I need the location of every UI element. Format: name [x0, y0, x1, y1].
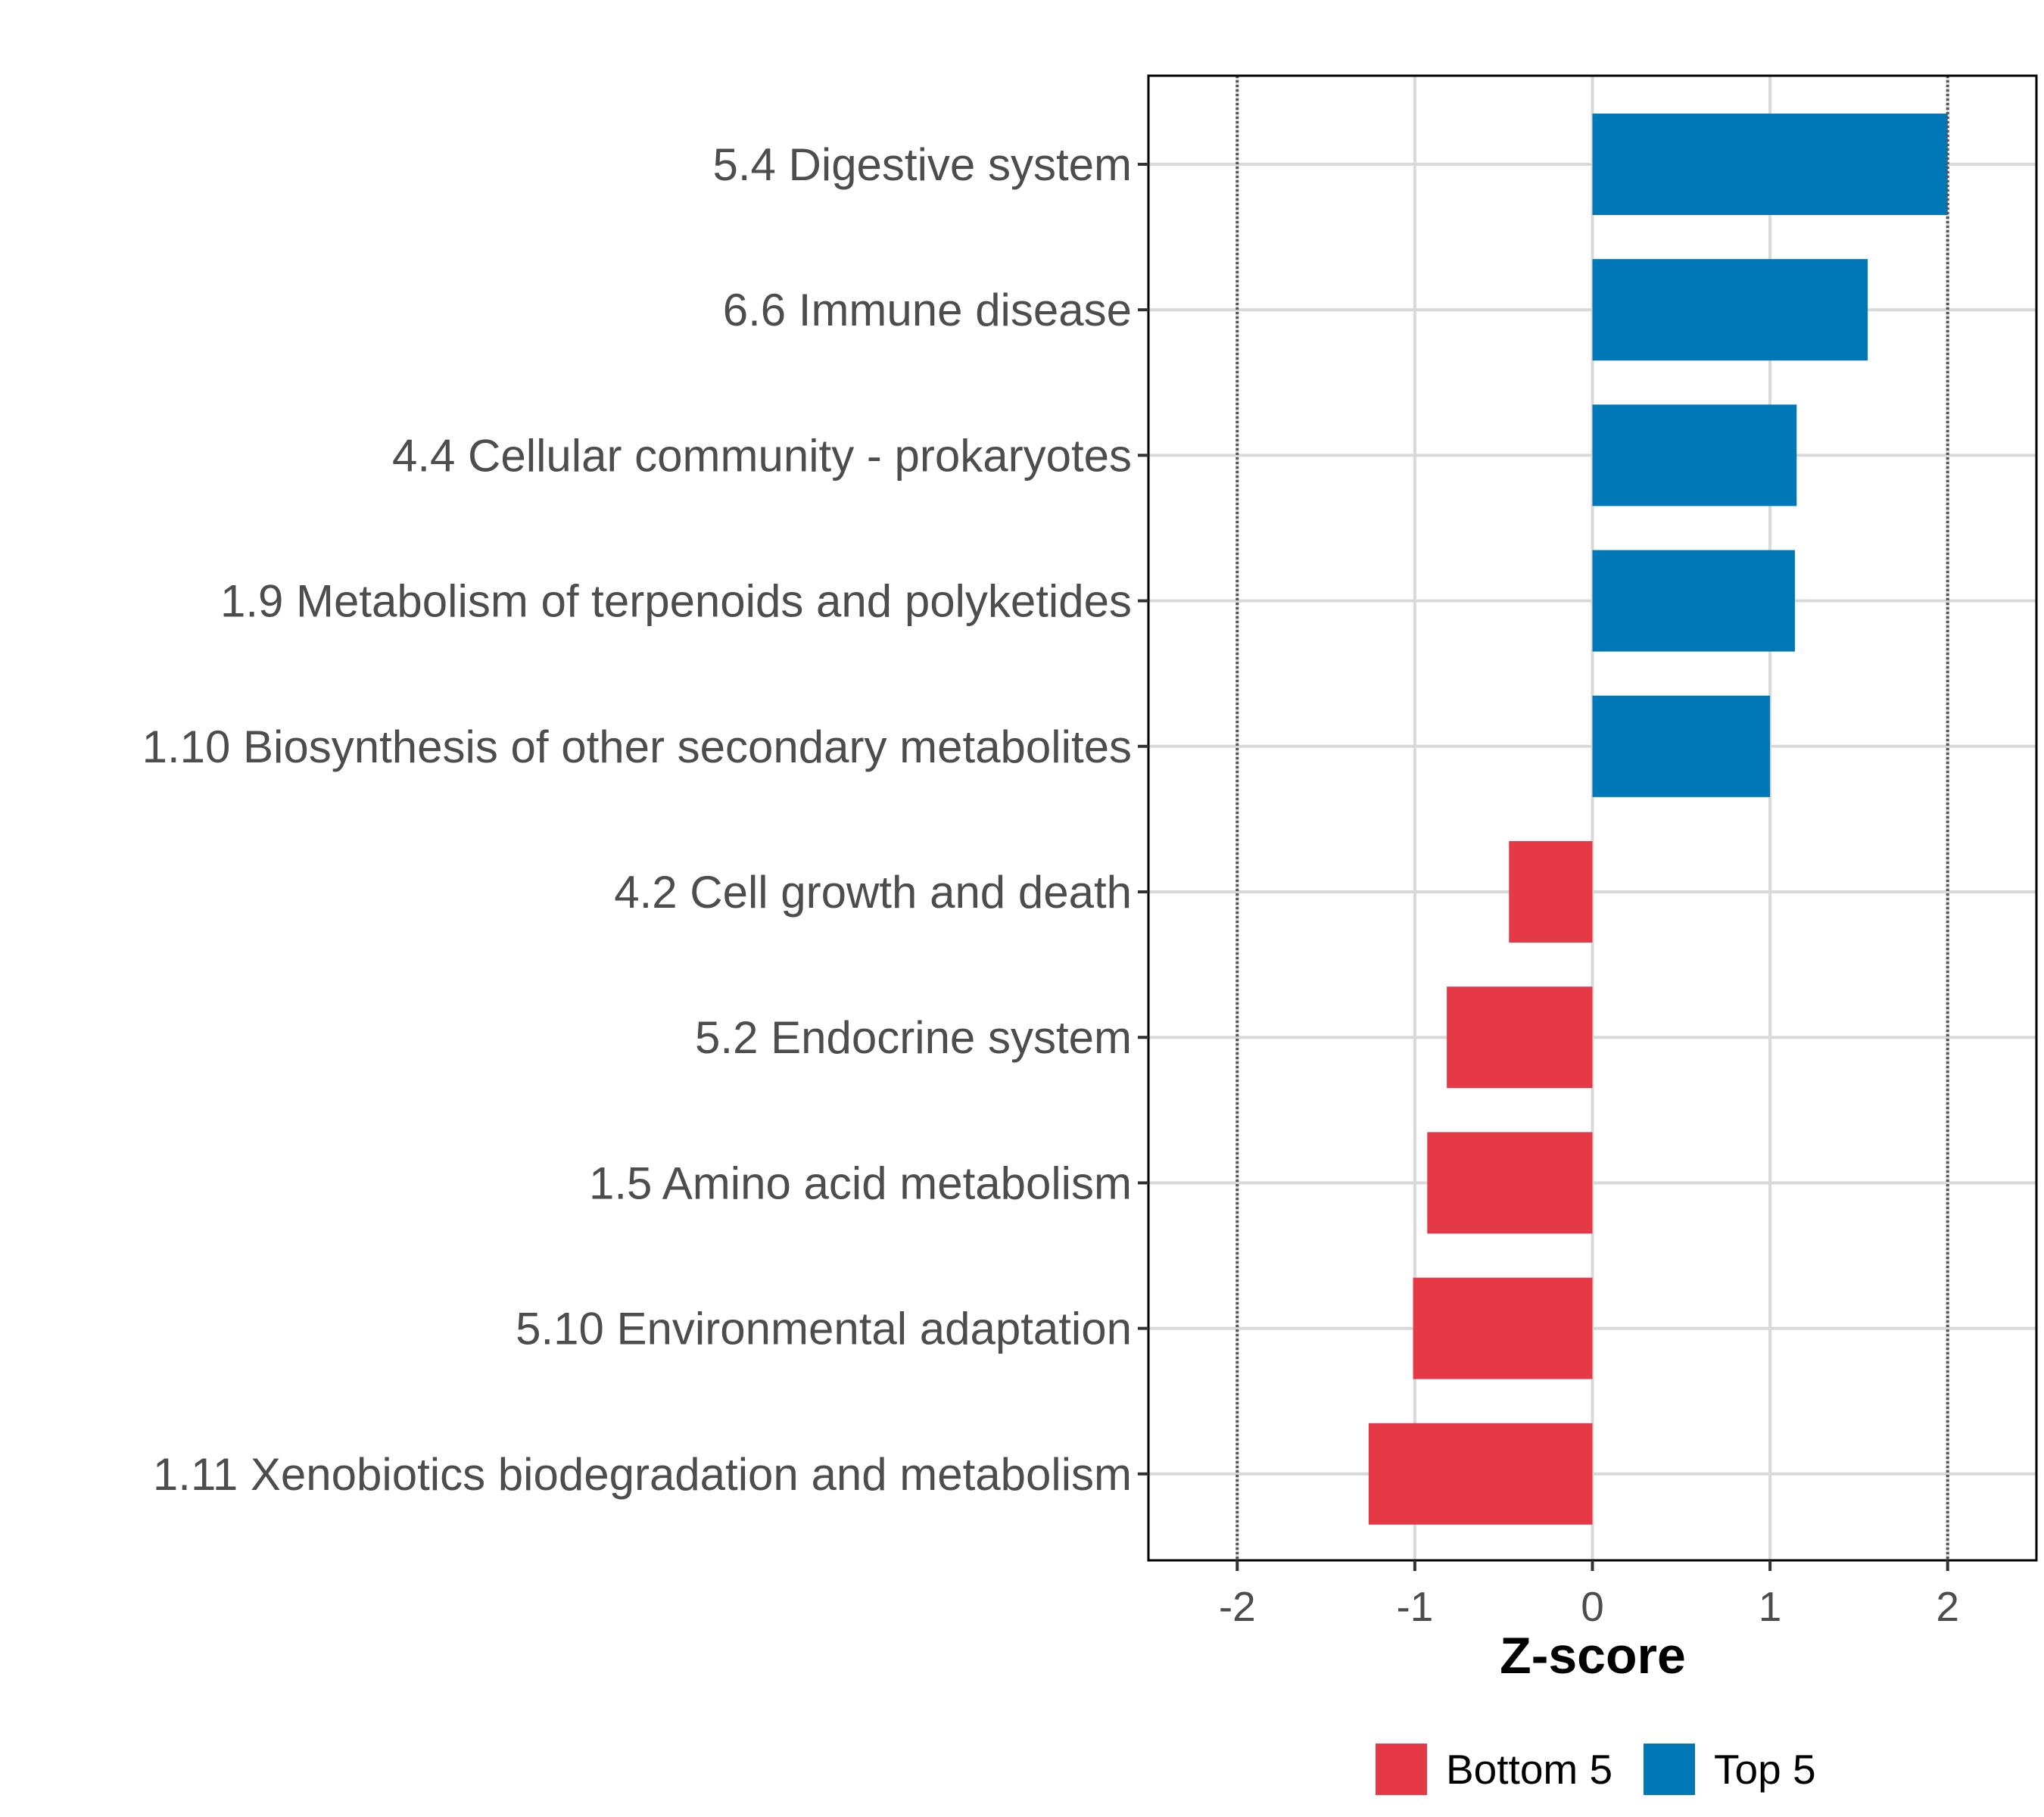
bar-4-4-cellular-community-prokaryotes — [1592, 404, 1797, 506]
legend-swatch-top-5 — [1644, 1744, 1695, 1795]
legend-label-bottom-5: Bottom 5 — [1446, 1746, 1612, 1793]
y-axis-labels: 5.4 Digestive system 6.6 Immune disease 4.… — [142, 139, 1132, 1500]
x-axis-labels: -2 -1 0 1 2 — [1219, 1583, 1959, 1630]
y-label-5-4-digestive-system: 5.4 Digestive system — [712, 139, 1132, 190]
x-axis-title: Z-score — [1500, 1627, 1686, 1685]
x-tick-label: -1 — [1396, 1583, 1433, 1630]
bar-1-11-xenobiotics-biodegradation-and-metabolism — [1368, 1423, 1593, 1525]
bar-6-6-immune-disease — [1592, 259, 1868, 361]
y-label-1-11-xenobiotics-biodegradation-and-metabolism: 1.11 Xenobiotics biodegradation and meta… — [153, 1449, 1132, 1500]
bar-5-4-digestive-system — [1592, 114, 1948, 215]
legend-swatch-bottom-5 — [1376, 1744, 1427, 1795]
y-label-5-10-environmental-adaptation: 5.10 Environmental adaptation — [516, 1304, 1132, 1354]
y-label-1-5-amino-acid-metabolism: 1.5 Amino acid metabolism — [589, 1158, 1132, 1208]
x-tick-label: 2 — [1936, 1583, 1959, 1630]
legend: Bottom 5 Top 5 — [1376, 1744, 1816, 1795]
y-axis-ticks — [1138, 163, 1148, 1476]
y-label-4-4-cellular-community-prokaryotes: 4.4 Cellular community - prokaryotes — [392, 430, 1132, 481]
y-label-4-2-cell-growth-and-death: 4.2 Cell growth and death — [614, 867, 1132, 918]
reference-lines — [1235, 76, 1949, 1560]
bars — [1368, 114, 1948, 1525]
bar-1-9-metabolism-of-terpenoids-and-polyketides — [1592, 550, 1795, 652]
bar-1-5-amino-acid-metabolism — [1427, 1132, 1593, 1234]
x-tick-label: -2 — [1219, 1583, 1256, 1630]
bar-1-10-biosynthesis-of-other-secondary-metabolites — [1592, 695, 1771, 797]
y-label-1-10-biosynthesis-of-other-secondary-metabolites: 1.10 Biosynthesis of other secondary met… — [142, 722, 1132, 772]
y-label-6-6-immune-disease: 6.6 Immune disease — [723, 285, 1132, 335]
bar-4-2-cell-growth-and-death — [1509, 841, 1593, 943]
x-tick-label: 0 — [1581, 1583, 1604, 1630]
legend-label-top-5: Top 5 — [1714, 1746, 1816, 1793]
x-tick-label: 1 — [1759, 1583, 1782, 1630]
x-axis-ticks — [1235, 1560, 1949, 1571]
y-label-5-2-endocrine-system: 5.2 Endocrine system — [695, 1012, 1132, 1063]
bar-5-10-environmental-adaptation — [1413, 1277, 1593, 1379]
y-label-1-9-metabolism-of-terpenoids-and-polyketides: 1.9 Metabolism of terpenoids and polyket… — [220, 576, 1132, 627]
bar-5-2-endocrine-system — [1447, 986, 1593, 1089]
